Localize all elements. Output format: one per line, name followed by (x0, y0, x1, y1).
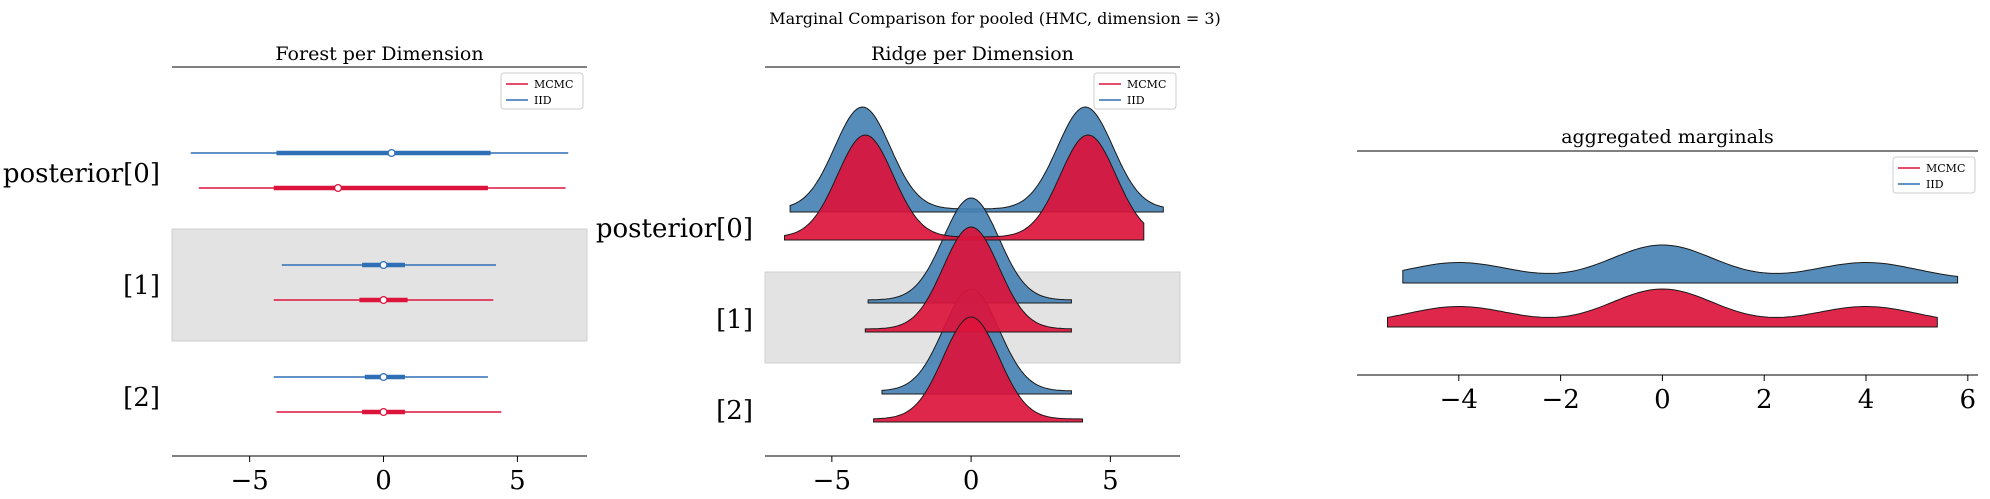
legend-label-mcmc: MCMC (1926, 162, 1965, 175)
legend-label-iid: IID (534, 94, 552, 107)
x-tick-label: 0 (1654, 385, 1671, 415)
median-point-mcmc (379, 407, 388, 417)
panel-title: Ridge per Dimension (871, 43, 1074, 65)
legend-label-iid: IID (1926, 178, 1944, 191)
x-tick-label: 0 (963, 466, 980, 496)
aggregated-panel: aggregated marginals −4 −2 0 2 4 6 MCMC IID (1357, 126, 1978, 415)
y-tick-label: [2] (716, 396, 753, 426)
y-tick-label: posterior[0] (3, 159, 160, 189)
x-tick-label: 4 (1858, 385, 1875, 415)
forest-panel: Forest per Dimension −5 0 5 posterior[0] [1] [… (3, 43, 588, 496)
ridge-iid (1402, 244, 1959, 284)
x-tick-label: 5 (1102, 466, 1119, 496)
ridge-mcmc (1387, 288, 1938, 328)
ridge-mcmc (873, 316, 1083, 423)
panel-title: aggregated marginals (1561, 126, 1774, 148)
median-point-iid (379, 372, 388, 382)
y-tick-label: posterior[0] (596, 214, 753, 244)
y-tick-label: [1] (716, 305, 753, 335)
legend-label-mcmc: MCMC (1127, 78, 1166, 91)
median-point-iid (387, 148, 396, 158)
row-band (171, 228, 588, 342)
legend-label-mcmc: MCMC (534, 78, 573, 91)
x-tick-label: 0 (375, 466, 392, 496)
median-point-mcmc (333, 183, 343, 193)
median-point-mcmc (379, 295, 388, 305)
x-tick-label: 5 (509, 466, 526, 496)
panel-title: Forest per Dimension (275, 43, 483, 65)
figure-suptitle: Marginal Comparison for pooled (HMC, dim… (769, 9, 1221, 28)
y-tick-label: [1] (123, 271, 160, 301)
x-tick-label: −5 (813, 466, 851, 496)
median-point-iid (379, 260, 388, 270)
ridge-panel: Ridge per Dimension −5 0 5 posterior[0] [1] [2… (596, 43, 1181, 496)
x-tick-label: 6 (1960, 385, 1977, 415)
x-tick-label: −5 (230, 466, 268, 496)
legend-label-iid: IID (1127, 94, 1145, 107)
x-tick-label: −2 (1541, 385, 1579, 415)
y-tick-label: [2] (123, 383, 160, 413)
x-tick-label: 2 (1756, 385, 1773, 415)
x-tick-label: −4 (1440, 385, 1478, 415)
ridge-mcmc (864, 226, 1072, 333)
